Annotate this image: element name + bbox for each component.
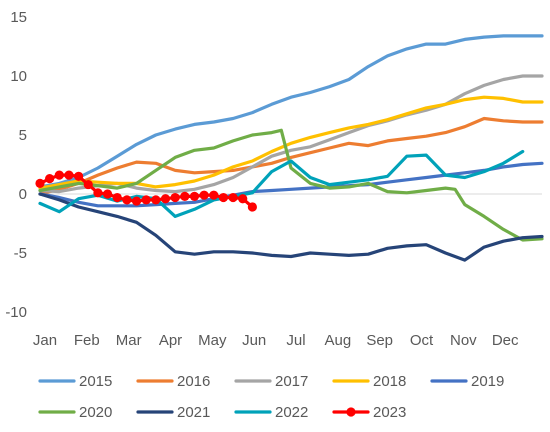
data-point-2023 — [180, 191, 190, 201]
x-tick-label: Feb — [74, 332, 100, 349]
data-point-2023 — [170, 192, 180, 203]
legend-label-2022: 2022 — [275, 404, 308, 421]
legend-label-2023: 2023 — [373, 404, 406, 421]
legend-label-2019: 2019 — [471, 373, 504, 390]
x-tick-label: May — [198, 332, 227, 349]
y-tick-label: -10 — [5, 304, 27, 321]
x-tick-label: Dec — [492, 332, 519, 349]
data-point-2023 — [74, 171, 84, 181]
series-line-2015 — [38, 34, 544, 189]
data-point-2023 — [238, 194, 248, 204]
series-line-2020 — [38, 128, 544, 242]
y-tick-label: 15 — [10, 9, 27, 26]
legend-marker-2023 — [346, 407, 356, 417]
data-point-2023 — [83, 179, 93, 190]
y-tick-label: -5 — [14, 245, 27, 262]
y-tick-label: 0 — [19, 186, 27, 203]
series-line-2018 — [38, 95, 544, 190]
series-line-2017 — [38, 74, 544, 194]
data-point-2023 — [35, 178, 45, 188]
data-point-2023 — [218, 192, 229, 203]
legend-label-2016: 2016 — [177, 373, 210, 390]
data-point-2023 — [247, 202, 257, 212]
x-tick-label: Oct — [410, 332, 434, 349]
x-tick-label: Nov — [450, 332, 477, 349]
legend: 2015 2016 2017 2018 2019 2020 2021 2022 2023 — [38, 373, 504, 421]
data-point-2023 — [64, 170, 74, 180]
series-line-2016 — [38, 116, 544, 196]
data-point-2023 — [122, 195, 132, 205]
data-point-2023 — [160, 194, 171, 204]
axes: 15 10 5 0 -5 -10 Jan Feb Mar Apr May Jun Jul Aug Sep Oc… — [5, 9, 542, 349]
data-point-2023 — [102, 189, 113, 199]
data-point-2023 — [112, 192, 122, 203]
data-point-2023 — [228, 192, 238, 203]
data-point-2023 — [93, 188, 103, 198]
legend-label-2021: 2021 — [177, 404, 210, 421]
x-tick-label: Apr — [159, 332, 182, 349]
x-tick-label: Jan — [33, 332, 57, 349]
data-point-2023 — [131, 196, 142, 206]
series-line-2021 — [38, 192, 544, 262]
y-tick-label: 5 — [19, 127, 27, 144]
data-point-2023 — [54, 170, 64, 180]
data-point-2023 — [189, 191, 200, 201]
legend-label-2017: 2017 — [275, 373, 308, 390]
legend-label-2020: 2020 — [79, 404, 112, 421]
x-tick-label: Sep — [366, 332, 393, 349]
legend-label-2018: 2018 — [373, 373, 406, 390]
x-tick-label: Jul — [286, 332, 305, 349]
series-line-2019 — [38, 161, 544, 208]
data-point-2023 — [45, 174, 55, 184]
data-point-2023 — [209, 190, 219, 200]
data-point-2023 — [199, 190, 209, 200]
data-point-2023 — [141, 195, 151, 205]
data-point-2023 — [151, 195, 161, 205]
legend-label-2015: 2015 — [79, 373, 112, 390]
series-lines — [35, 34, 544, 262]
y-tick-label: 10 — [10, 68, 27, 85]
x-tick-label: Jun — [242, 332, 266, 349]
x-tick-label: Aug — [324, 332, 351, 349]
x-tick-label: Mar — [116, 332, 142, 349]
